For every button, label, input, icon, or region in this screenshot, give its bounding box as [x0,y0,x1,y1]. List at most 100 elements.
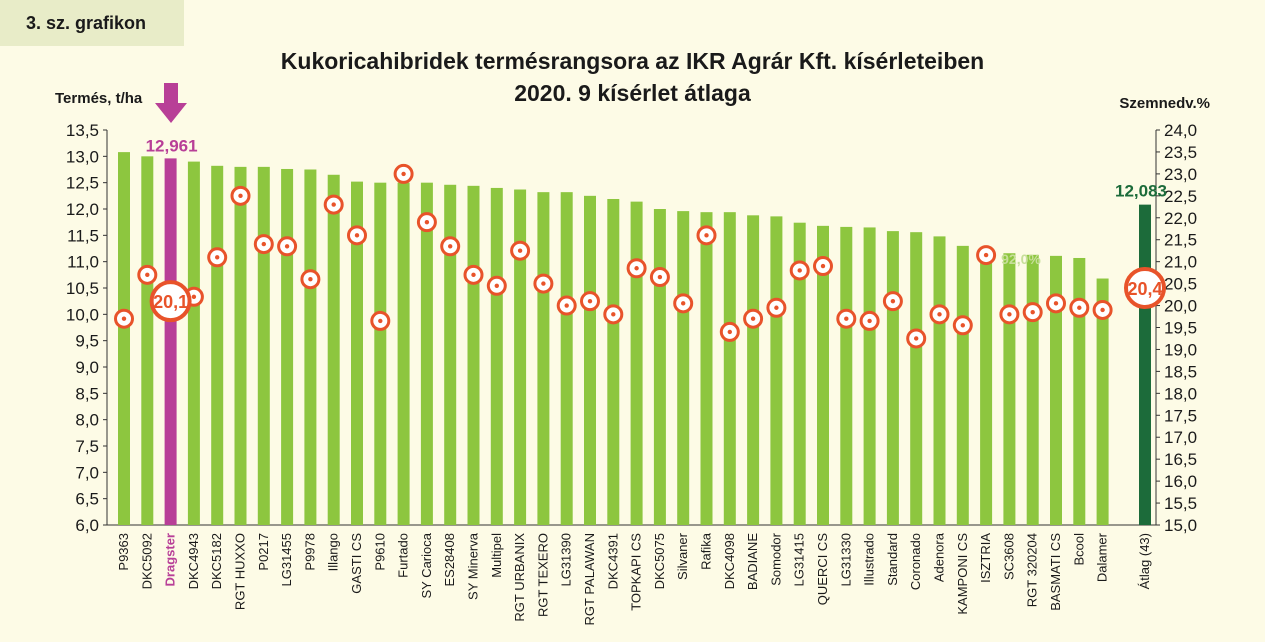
x-tick-label: Átlag (43) [1137,533,1152,589]
x-tick-label: SC3608 [1001,533,1016,580]
y-tick-label: 8,5 [75,384,99,403]
bar [397,182,410,525]
x-tick-label: Somodor [768,532,783,585]
y2-tick-label: 23,5 [1164,143,1197,162]
y2-tick-label: 21,0 [1164,253,1197,272]
bar [514,189,527,525]
bar [886,231,899,525]
moisture-marker-dot [354,233,360,238]
y2-tick-label: 20,0 [1164,297,1197,316]
bar [281,168,294,525]
x-tick-label: Illustrado [862,533,877,586]
y-tick-label: 12,0 [66,200,99,219]
bar [933,236,946,526]
x-tick-label: DKC5182 [209,533,224,589]
x-tick-label: TOPKAPI CS [629,533,644,611]
bar [607,198,620,525]
highlight-moisture-marker-label: 20,1 [153,292,188,312]
y-tick-label: 10,5 [66,279,99,298]
moisture-marker-dot [657,274,663,280]
bar [584,195,596,526]
bar [118,152,130,525]
moisture-marker-dot [564,303,569,308]
y2-tick-label: 17,0 [1164,428,1197,447]
x-tick-label: ISZTRIA [978,533,993,583]
x-tick-label: Multipel [489,533,504,578]
x-tick-label: Bcool [1071,533,1086,566]
x-tick-label: P9978 [302,533,317,571]
bar [1003,253,1016,526]
average-moisture-marker-label: 20,4 [1127,279,1162,299]
bar [1096,278,1109,525]
bar [910,232,923,525]
x-tick-label: RGT PALAWAN [582,533,597,625]
average-moisture-marker [1124,267,1166,309]
bar [980,251,993,525]
moisture-marker-dot [820,263,826,269]
x-tick-label: RGT TEXERO [535,533,550,617]
x-tick-label: LG31415 [792,533,807,587]
x-tick-label: RGT URBANIX [512,533,527,622]
moisture-marker-dot [238,193,243,199]
y2-tick-label: 18,0 [1164,384,1197,403]
x-tick-label: SY Minerva [466,532,481,600]
y2-tick-label: 23,0 [1164,165,1197,184]
bar [537,192,550,525]
y-tick-label: 6,0 [75,516,99,535]
x-tick-label: DKC4943 [186,533,201,589]
moisture-marker-dot [727,329,732,335]
bar [700,212,713,525]
moisture-marker-dot [121,316,127,321]
x-tick-label: LG31455 [279,533,294,587]
x-tick-label: P9610 [372,533,387,571]
bar [1050,255,1062,525]
moisture-marker-dot [1007,312,1012,317]
bar [1073,257,1086,525]
y-tick-label: 8,0 [75,411,99,430]
moisture-marker-dot [1053,301,1059,306]
moisture-marker-dot [890,298,896,304]
x-tick-label: LG31390 [559,533,574,587]
moisture-marker-dot [774,305,779,310]
y-tick-label: 12,5 [66,174,99,193]
x-tick-label: Rafika [699,532,714,570]
average-yield-label: 12,083 [1115,182,1167,201]
x-tick-label: Silvaner [675,532,690,580]
bar [793,222,806,525]
bar [187,161,200,525]
y2-tick-label: 15,0 [1164,516,1197,535]
highlight-moisture-marker [149,280,192,323]
bar [1026,254,1039,525]
moisture-marker-dot [494,283,499,289]
y2-tick-label: 24,0 [1164,121,1197,140]
x-tick-label: GASTI CS [349,533,364,594]
bar [234,166,247,525]
y-tick-label: 7,0 [75,463,99,482]
y2-tick-label: 19,0 [1164,340,1197,359]
moisture-marker-dot [448,244,453,249]
y2-tick-label: 22,5 [1164,187,1197,206]
bar [211,165,224,525]
moisture-marker-dot [541,281,546,286]
x-tick-label: DKC4391 [605,533,620,589]
moisture-marker-dot [401,171,406,177]
x-tick-label: Dragster [163,533,178,586]
y2-tick-label: 15,5 [1164,494,1197,513]
y2-tick-label: 22,0 [1164,209,1197,228]
y-tick-label: 10,0 [66,305,99,324]
moisture-marker-dot [960,323,965,328]
x-tick-label: P9363 [116,533,131,571]
x-tick-label: Dalamer [1095,532,1110,582]
bar [677,211,690,525]
moisture-marker-dot [378,318,383,324]
faint-note: 92,0% [1001,251,1041,267]
moisture-marker-dot [517,248,523,253]
moisture-marker-dot [331,202,336,207]
x-tick-label: QUERCI CS [815,533,830,606]
bar [863,227,876,525]
y2-tick-label: 16,0 [1164,472,1197,491]
average-bar [1139,204,1151,525]
bar [840,226,853,525]
y-tick-label: 11,0 [67,253,99,272]
